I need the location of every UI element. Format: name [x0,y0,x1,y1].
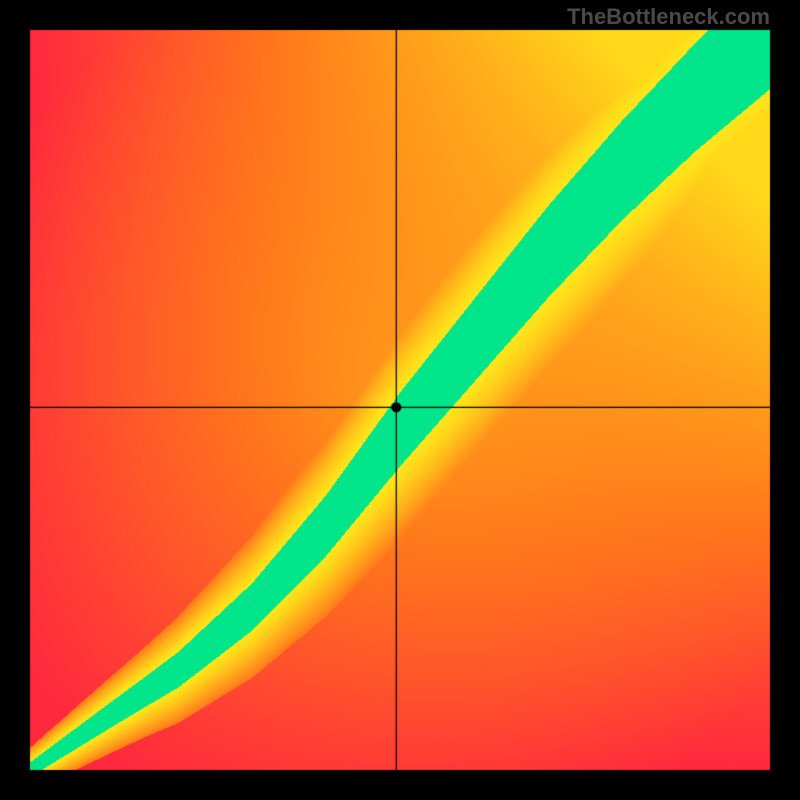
watermark-label: TheBottleneck.com [567,4,770,30]
heatmap-canvas [0,0,800,800]
heatmap-page: TheBottleneck.com [0,0,800,800]
heatmap-canvas-wrap [0,0,800,800]
